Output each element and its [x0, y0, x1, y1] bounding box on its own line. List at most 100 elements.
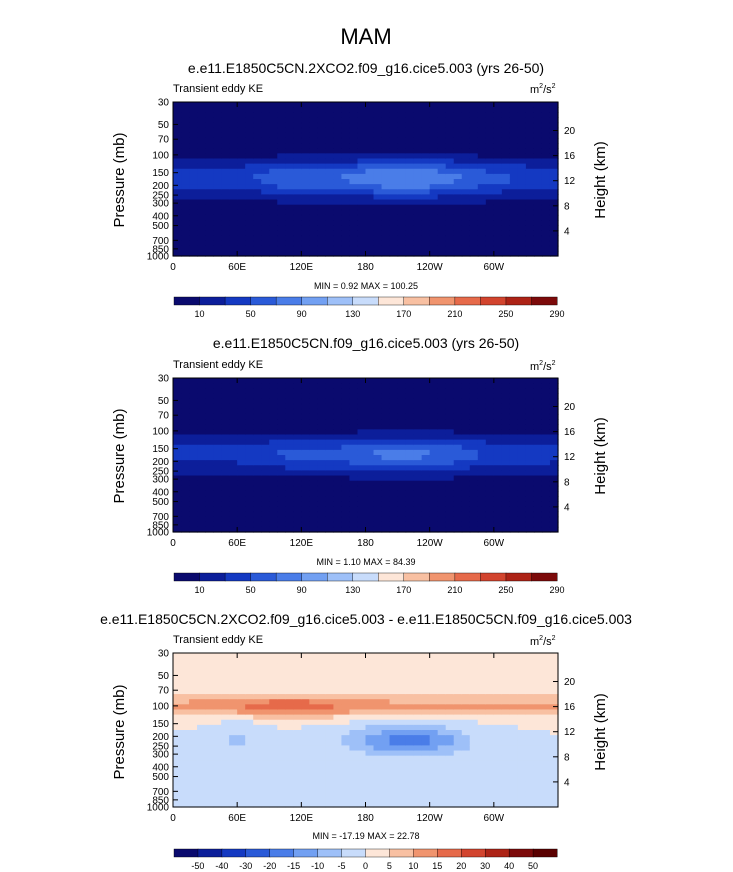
field-cell: [205, 240, 214, 247]
colorbar-label: 90: [297, 585, 307, 595]
field-cell: [317, 658, 326, 664]
field-cell: [437, 194, 447, 201]
field-cell: [541, 184, 551, 190]
field-cell: [221, 122, 230, 129]
field-cell: [421, 383, 431, 389]
colorbar-label: 10: [195, 309, 205, 319]
field-cell: [381, 102, 391, 108]
field-cell: [245, 199, 254, 206]
field-cell: [253, 225, 262, 231]
field-cell: [453, 230, 463, 237]
field-cell: [413, 658, 423, 664]
field-cell: [325, 460, 335, 466]
field-cell: [229, 408, 238, 415]
field-cell: [549, 704, 559, 711]
field-cell: [349, 516, 359, 523]
field-cell: [293, 137, 302, 144]
field-cell: [485, 102, 495, 108]
field-cell: [213, 429, 222, 436]
field-cell: [341, 230, 351, 237]
field-cell: [253, 117, 262, 124]
field-cell: [493, 122, 503, 129]
field-cell: [469, 801, 479, 808]
field-cell: [485, 107, 495, 113]
field-cell: [269, 511, 278, 518]
field-cell: [509, 668, 519, 675]
field-cell: [437, 408, 447, 415]
field-cell: [501, 796, 511, 803]
field-cell: [485, 480, 495, 487]
field-cell: [421, 673, 431, 680]
field-cell: [437, 480, 447, 487]
field-cell: [373, 668, 383, 675]
field-cell: [253, 179, 262, 185]
panel-3-variable-label: Transient eddy KE: [173, 634, 263, 646]
field-cell: [405, 137, 415, 144]
field-cell: [213, 107, 222, 113]
field-cell: [229, 419, 238, 425]
y-tick-label: 150: [152, 168, 169, 179]
field-cell: [269, 678, 278, 685]
field-cell: [205, 781, 214, 788]
field-cell: [341, 683, 351, 690]
field-cell: [293, 658, 302, 664]
field-cell: [341, 745, 351, 752]
field-cell: [485, 699, 495, 705]
field-cell: [261, 148, 270, 154]
field-cell: [509, 704, 519, 711]
field-cell: [333, 449, 343, 456]
field-cell: [181, 107, 190, 113]
field-cell: [197, 668, 206, 675]
field-cell: [469, 413, 479, 420]
field-cell: [405, 122, 415, 129]
field-cell: [189, 189, 198, 195]
field-cell: [485, 470, 495, 477]
field-cell: [333, 127, 343, 134]
field-cell: [229, 663, 238, 669]
field-cell: [469, 688, 479, 695]
colorbar-swatch: [454, 572, 481, 582]
field-cell: [477, 516, 487, 523]
field-cell: [293, 719, 302, 726]
field-cell: [181, 173, 190, 180]
field-cell: [437, 781, 447, 788]
field-cell: [349, 521, 359, 528]
field-cell: [525, 398, 535, 405]
field-cell: [469, 148, 479, 154]
field-cell: [221, 209, 230, 216]
field-cell: [381, 189, 391, 195]
field-cell: [469, 786, 479, 793]
field-cell: [293, 112, 302, 118]
field-cell: [261, 465, 270, 471]
field-cell: [453, 455, 463, 461]
field-cell: [333, 117, 343, 124]
field-cell: [181, 490, 190, 497]
field-cell: [525, 755, 535, 762]
field-cell: [413, 163, 423, 170]
field-cell: [429, 653, 439, 659]
field-cell: [381, 143, 391, 149]
field-cell: [421, 163, 431, 170]
field-cell: [189, 429, 198, 436]
field-cell: [189, 724, 198, 731]
field-cell: [405, 235, 415, 242]
field-cell: [517, 526, 527, 533]
field-cell: [397, 122, 407, 129]
field-cell: [245, 694, 254, 700]
field-cell: [533, 179, 543, 185]
field-cell: [181, 521, 190, 528]
field-cell: [525, 714, 535, 721]
field-cell: [325, 137, 335, 144]
field-cell: [277, 245, 286, 252]
field-cell: [477, 490, 487, 497]
field-cell: [365, 393, 375, 400]
field-cell: [381, 388, 391, 394]
field-cell: [285, 688, 294, 695]
field-cell: [501, 143, 511, 149]
field-cell: [357, 112, 367, 118]
field-cell: [173, 668, 182, 675]
field-cell: [429, 786, 439, 793]
colorbar-label: 10: [195, 585, 205, 595]
field-cell: [341, 658, 351, 664]
field-cell: [373, 485, 383, 492]
